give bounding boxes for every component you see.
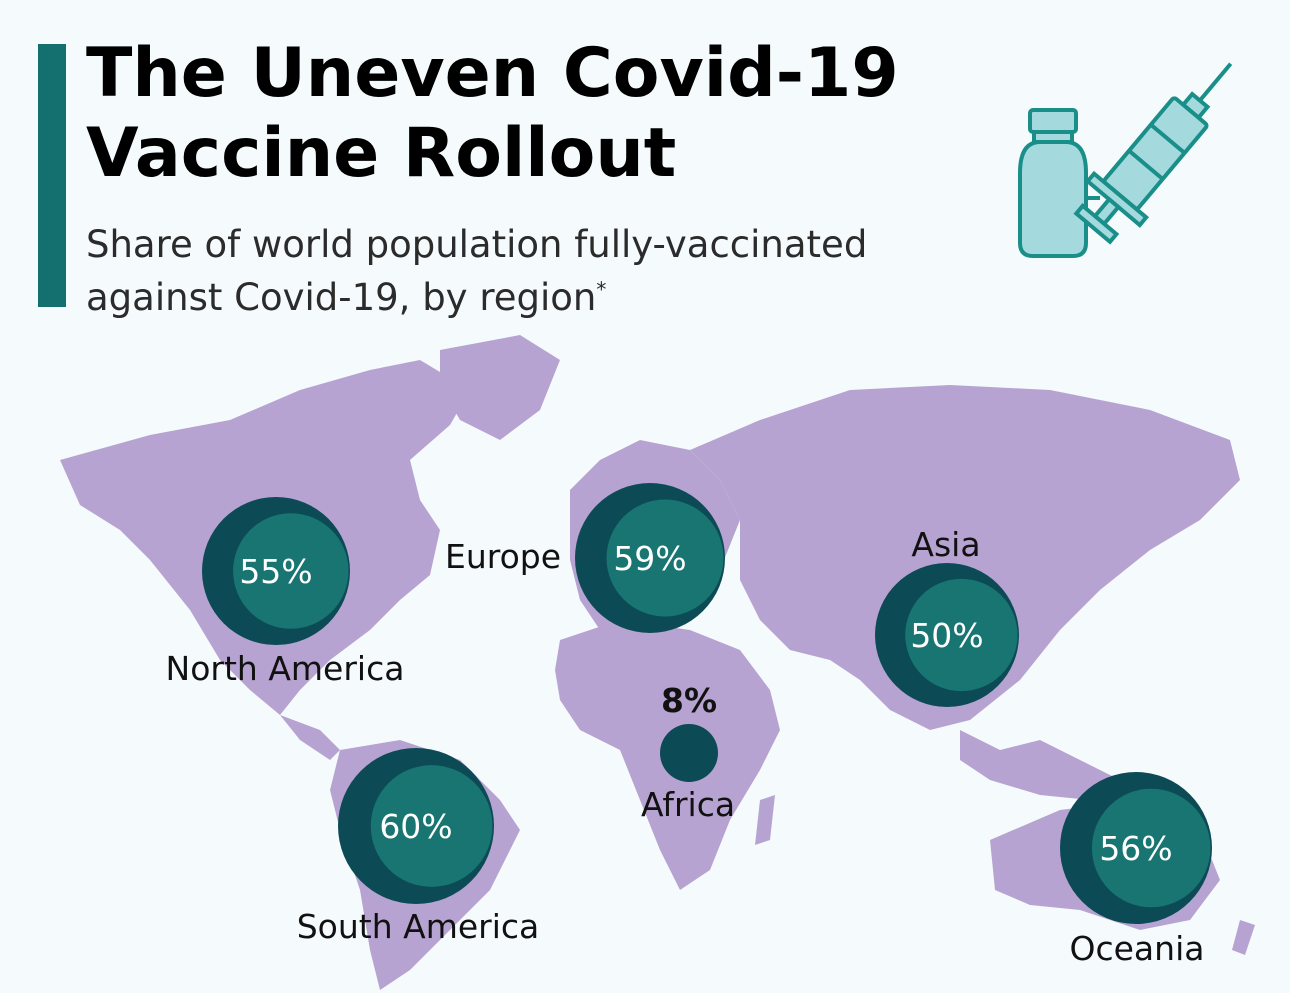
bubble-shade-north-america (233, 513, 349, 629)
region-name-oceania: Oceania (1070, 929, 1205, 968)
value-label-africa: 8% (661, 681, 717, 720)
bubble-africa (660, 724, 718, 782)
value-label-europe: 59% (613, 539, 686, 578)
page-title: The Uneven Covid-19 Vaccine Rollout (86, 34, 899, 194)
syringe-icon (1073, 62, 1233, 245)
title-line-2: Vaccine Rollout (86, 114, 677, 193)
vaccine-syringe-vial-icon (1000, 38, 1260, 268)
region-name-asia: Asia (911, 525, 980, 564)
region-name-south-america: South America (297, 907, 540, 946)
value-label-oceania: 56% (1099, 829, 1172, 868)
region-name-europe: Europe (445, 537, 561, 576)
subtitle-line-1: Share of world population fully-vaccinat… (86, 223, 868, 266)
bubble-shade-south-america (370, 765, 493, 887)
value-label-south-america: 60% (379, 807, 452, 846)
region-name-africa: Africa (641, 785, 735, 824)
subtitle-line-2: against Covid-19, by region (86, 276, 597, 319)
bubble-shade-asia (905, 578, 1018, 692)
region-name-north-america: North America (166, 649, 405, 688)
subtitle: Share of world population fully-vaccinat… (86, 218, 867, 324)
region-labels: 55% North America 59% Europe 50% Asia 8% Africa… (166, 525, 1205, 968)
bubble-shade-europe (606, 499, 724, 617)
accent-bar (38, 44, 66, 307)
region-bubbles (202, 483, 1212, 924)
footnote-marker: * (596, 277, 607, 302)
value-label-north-america: 55% (239, 552, 312, 591)
world-map: 55% North America 59% Europe 50% Asia 8% Africa… (0, 330, 1290, 993)
title-line-1: The Uneven Covid-19 (86, 34, 899, 113)
value-label-asia: 50% (910, 616, 983, 655)
bubble-shade-oceania (1091, 788, 1211, 908)
